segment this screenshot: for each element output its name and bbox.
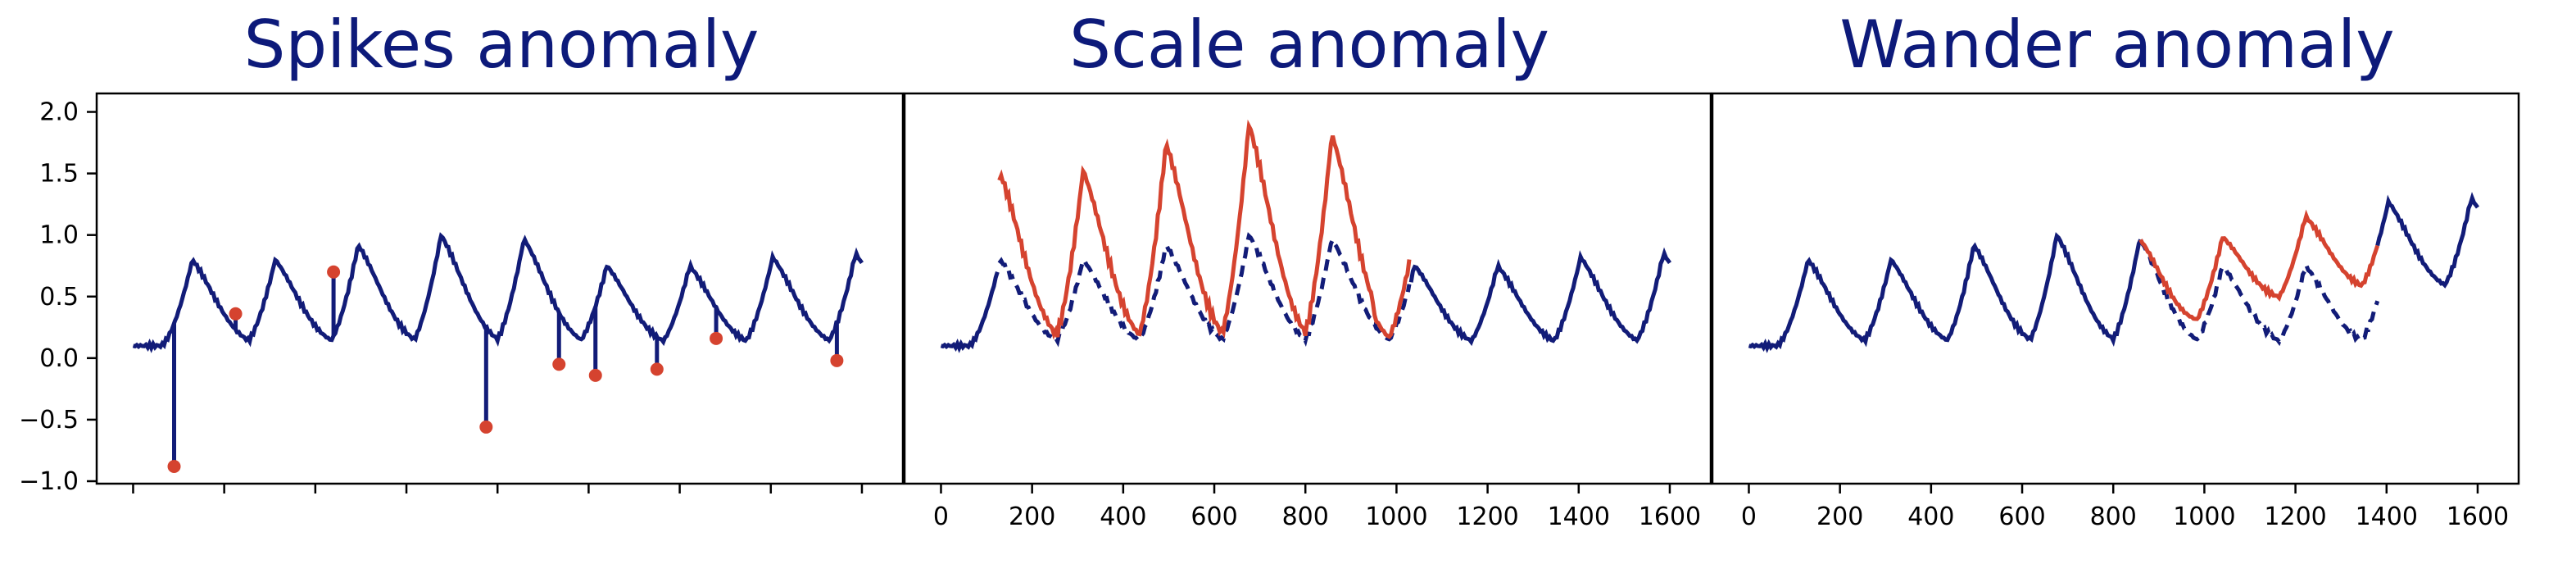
- spike-marker: [588, 368, 602, 382]
- x-tick-label: 1400: [1548, 503, 1610, 531]
- plot-area: [1748, 191, 2480, 353]
- series-normal-line: [1748, 232, 2143, 353]
- axes-frame: [1711, 92, 2520, 485]
- x-tick-label: 1200: [2264, 503, 2326, 531]
- spike-marker: [167, 459, 181, 473]
- series-original-dashed: [2138, 239, 2380, 347]
- spike-marker: [710, 331, 723, 345]
- x-axis: 0 200 400 600 800 1000 1200 1400 1600: [1741, 484, 2509, 531]
- axes-frame: [903, 92, 1712, 485]
- x-tick-label: 600: [1998, 503, 2045, 531]
- x-tick-label: 1200: [1456, 503, 1518, 531]
- series-normal-line: [2375, 191, 2480, 289]
- x-tick-label: 0: [1741, 503, 1757, 531]
- x-tick-label: 600: [1190, 503, 1237, 531]
- x-tick-label: 800: [1282, 503, 1329, 531]
- y-tick-label: 1.5: [39, 160, 79, 189]
- x-tick-label: 0: [933, 503, 949, 531]
- series-original-dashed: [997, 232, 1412, 348]
- chart-title-wander: Wander anomaly: [1839, 7, 2394, 83]
- x-tick-label: 1600: [1639, 503, 1701, 531]
- x-tick-label: 200: [1009, 503, 1055, 531]
- spike-marker: [830, 353, 844, 367]
- series-normal-line: [940, 271, 1000, 353]
- x-axis: 0 200 400 600 800 1000 1200 1400 1600: [933, 484, 1701, 531]
- spike-marker: [479, 420, 493, 434]
- axes-frame: [95, 92, 905, 485]
- spike-marker: [327, 265, 341, 279]
- x-tick-label: 400: [1100, 503, 1146, 531]
- spike-marker: [552, 357, 566, 371]
- y-tick-label: −1.0: [19, 467, 79, 496]
- y-tick-label: 0.0: [39, 344, 79, 373]
- plot-area: [132, 232, 864, 473]
- panel-spikes: Spikes anomaly −1.0 −0.5 0.0 0.5 1.0 1.5 2.0: [19, 7, 905, 496]
- spike-marker: [650, 362, 664, 376]
- x-tick-label: 400: [1907, 503, 1954, 531]
- y-tick-label: 1.0: [39, 221, 79, 250]
- series-normal-line: [1408, 247, 1672, 347]
- x-tick-label: 1000: [2173, 503, 2235, 531]
- chart-title-spikes: Spikes anomaly: [244, 7, 760, 83]
- series-anomaly-line: [2138, 209, 2380, 321]
- x-tick-label: 1000: [1365, 503, 1427, 531]
- y-tick-label: −0.5: [19, 406, 79, 434]
- y-tick-label: 0.5: [39, 283, 79, 312]
- x-tick-label: 200: [1816, 503, 1863, 531]
- x-tick-label: 1600: [2447, 503, 2509, 531]
- x-axis: [132, 484, 864, 494]
- plot-area: [940, 119, 1672, 353]
- chart-title-scale: Scale anomaly: [1069, 7, 1549, 83]
- panel-wander: Wander anomaly 0 200 400 600 800 1000 1200 1400…: [1711, 7, 2520, 531]
- series-signal-line: [132, 232, 864, 353]
- x-tick-label: 800: [2090, 503, 2137, 531]
- y-tick-label: 2.0: [39, 98, 79, 127]
- panel-scale: Scale anomaly 0 200 400 600 800 1000 1200 1400 1…: [903, 7, 1712, 531]
- y-axis: −1.0 −0.5 0.0 0.5 1.0 1.5 2.0: [19, 98, 97, 496]
- series-anomaly-line: [997, 119, 1412, 340]
- spike-marker: [229, 307, 243, 321]
- x-tick-label: 1400: [2356, 503, 2418, 531]
